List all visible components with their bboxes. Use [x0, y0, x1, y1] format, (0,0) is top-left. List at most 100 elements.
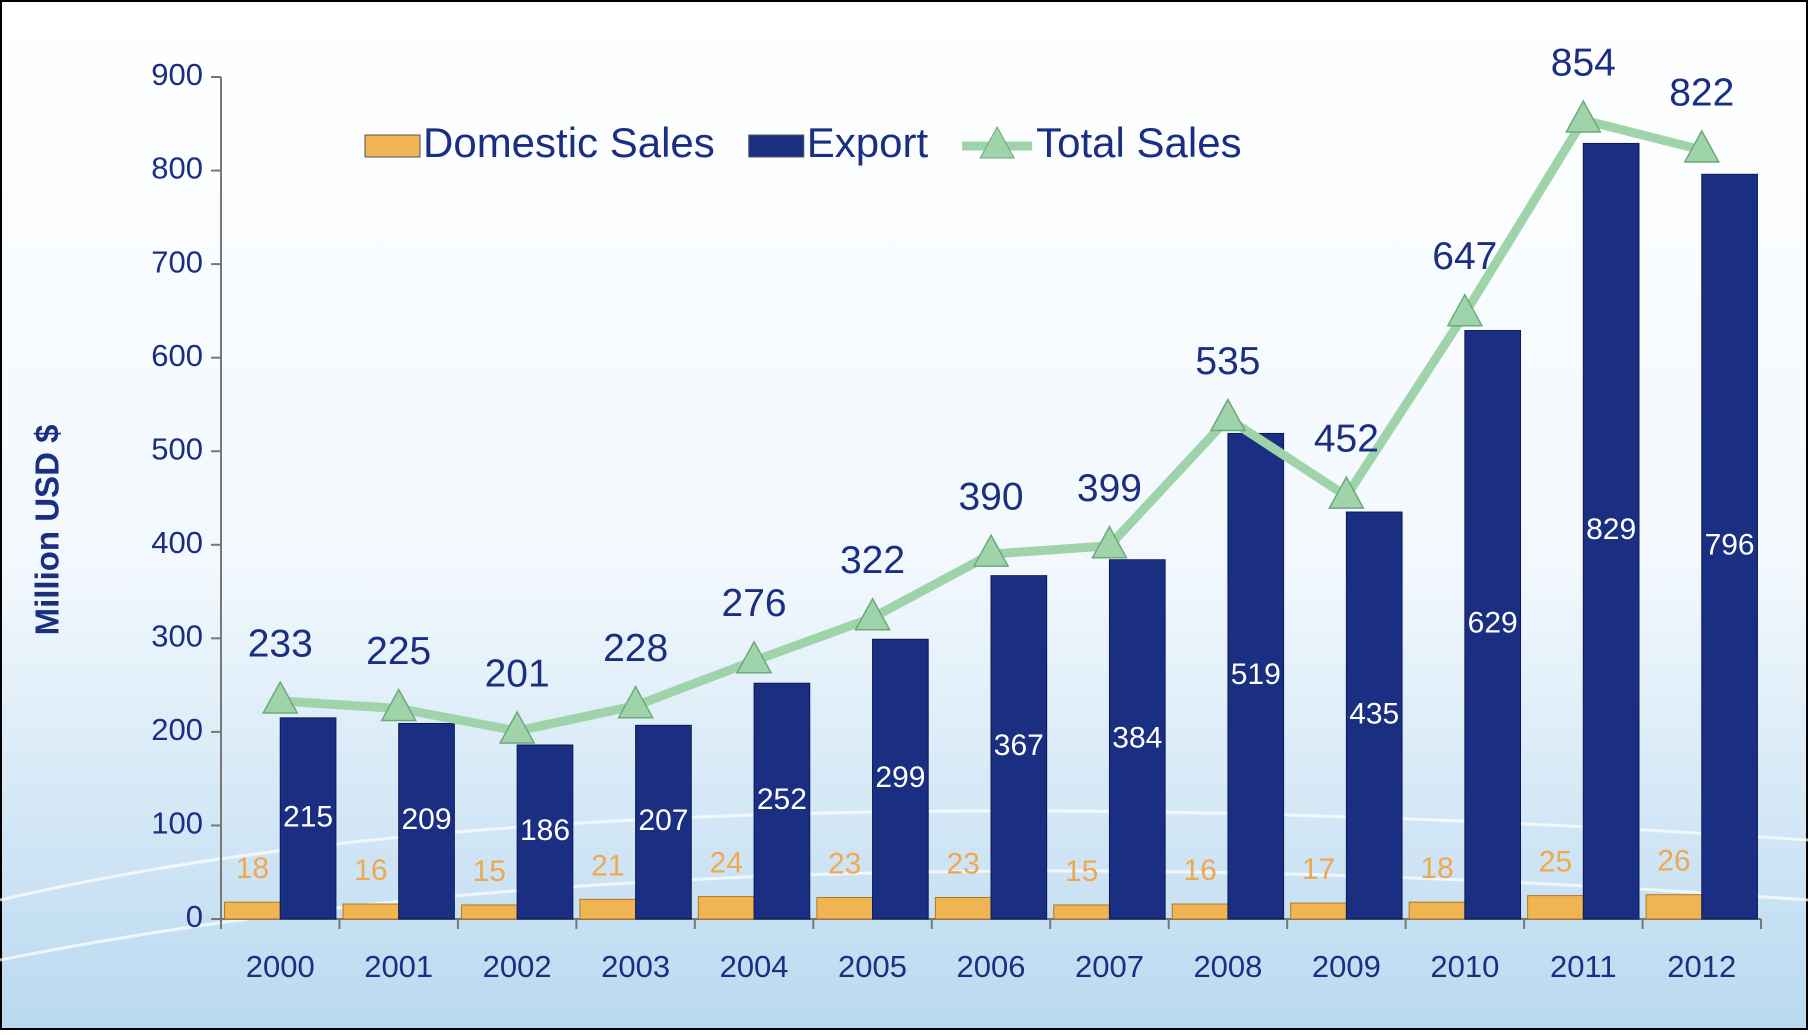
x-tick-label: 2011 [1550, 949, 1617, 984]
bar [697, 896, 755, 920]
bar [1053, 904, 1110, 920]
data-label: 796 [1705, 529, 1755, 562]
bar [1701, 173, 1758, 920]
data-label: 15 [473, 855, 506, 888]
data-label: 23 [946, 847, 979, 880]
data-label: 535 [1195, 340, 1260, 383]
data-label: 452 [1314, 417, 1379, 460]
bar [398, 722, 455, 920]
legend-swatch [979, 125, 1016, 159]
data-label: 21 [591, 849, 624, 882]
bar [1108, 559, 1166, 920]
data-label: 299 [875, 761, 925, 794]
data-label: 25 [1539, 846, 1572, 879]
x-tick-label: 2006 [957, 949, 1026, 984]
data-label: 822 [1669, 71, 1734, 114]
bar [990, 575, 1048, 920]
x-tick-label: 2001 [364, 949, 433, 984]
marker [498, 710, 536, 744]
legend-swatch [364, 134, 421, 158]
bar [1345, 511, 1403, 920]
data-label: 252 [757, 783, 807, 816]
bar [635, 724, 692, 920]
x-tick-label: 2012 [1667, 949, 1736, 984]
data-label: 519 [1231, 658, 1281, 691]
bar [816, 896, 874, 920]
marker [1565, 99, 1602, 133]
bar [1171, 903, 1229, 920]
x-tick-label: 2003 [601, 949, 670, 984]
data-label: 228 [603, 627, 668, 670]
marker [854, 597, 891, 631]
marker [972, 533, 1010, 567]
data-label: 207 [638, 804, 688, 837]
data-label: 225 [366, 630, 431, 673]
data-label: 201 [485, 652, 550, 695]
data-label: 390 [958, 475, 1023, 518]
data-label: 16 [354, 854, 387, 887]
y-tick-label: 100 [151, 806, 203, 841]
marker [617, 685, 654, 719]
bar [934, 896, 992, 920]
bar [279, 717, 337, 920]
y-tick-label: 600 [151, 338, 203, 373]
data-label: 26 [1657, 845, 1690, 878]
data-label: 186 [520, 814, 570, 847]
x-tick-label: 2002 [483, 949, 552, 984]
data-label: 322 [840, 539, 905, 582]
bar [224, 901, 281, 920]
bar [579, 898, 637, 920]
data-label: 384 [1112, 721, 1162, 754]
bar [1645, 894, 1703, 920]
data-label: 215 [283, 800, 333, 833]
bar [460, 904, 518, 920]
data-label: 15 [1065, 855, 1098, 888]
x-tick-label: 2004 [720, 949, 789, 984]
bar [1582, 142, 1640, 920]
data-label: 629 [1468, 607, 1518, 640]
marker [1209, 397, 1247, 432]
bar [1227, 432, 1285, 920]
legend-swatch [748, 134, 805, 158]
data-label: 854 [1551, 41, 1616, 84]
data-label: 399 [1077, 467, 1142, 510]
data-label: 24 [710, 846, 743, 879]
x-tick-label: 2000 [246, 949, 315, 984]
x-tick-label: 2007 [1075, 949, 1144, 984]
marker [261, 680, 299, 714]
marker [1446, 293, 1484, 327]
legend-label: Total Sales [1036, 119, 1241, 166]
marker [735, 640, 773, 674]
data-label: 367 [994, 729, 1044, 762]
data-label: 435 [1349, 697, 1399, 730]
y-axis-label: Million USD $ [29, 425, 66, 636]
y-tick-label: 700 [151, 244, 203, 279]
bar [516, 744, 574, 920]
data-label: 18 [1420, 852, 1453, 885]
y-tick-label: 200 [151, 712, 203, 747]
data-label: 276 [722, 582, 787, 625]
x-tick-label: 2009 [1312, 949, 1381, 984]
data-label: 17 [1302, 853, 1335, 886]
legend-label: Export [807, 119, 929, 166]
data-label: 233 [248, 622, 313, 665]
bar [1408, 901, 1466, 920]
x-tick-label: 2005 [838, 949, 907, 984]
y-tick-label: 400 [151, 525, 203, 560]
marker [1328, 475, 1365, 509]
data-label: 23 [828, 847, 861, 880]
y-tick-label: 0 [186, 899, 203, 934]
y-tick-label: 800 [151, 151, 203, 186]
y-tick-label: 900 [151, 57, 203, 92]
marker [1091, 525, 1128, 559]
bar [872, 638, 929, 920]
data-label: 209 [401, 803, 451, 836]
marker [380, 687, 417, 722]
wave [0, 809, 1808, 902]
data-label: 16 [1183, 854, 1216, 887]
bar [1464, 330, 1522, 920]
y-tick-label: 300 [151, 619, 203, 654]
y-tick-label: 500 [151, 431, 203, 466]
bar [753, 682, 811, 920]
